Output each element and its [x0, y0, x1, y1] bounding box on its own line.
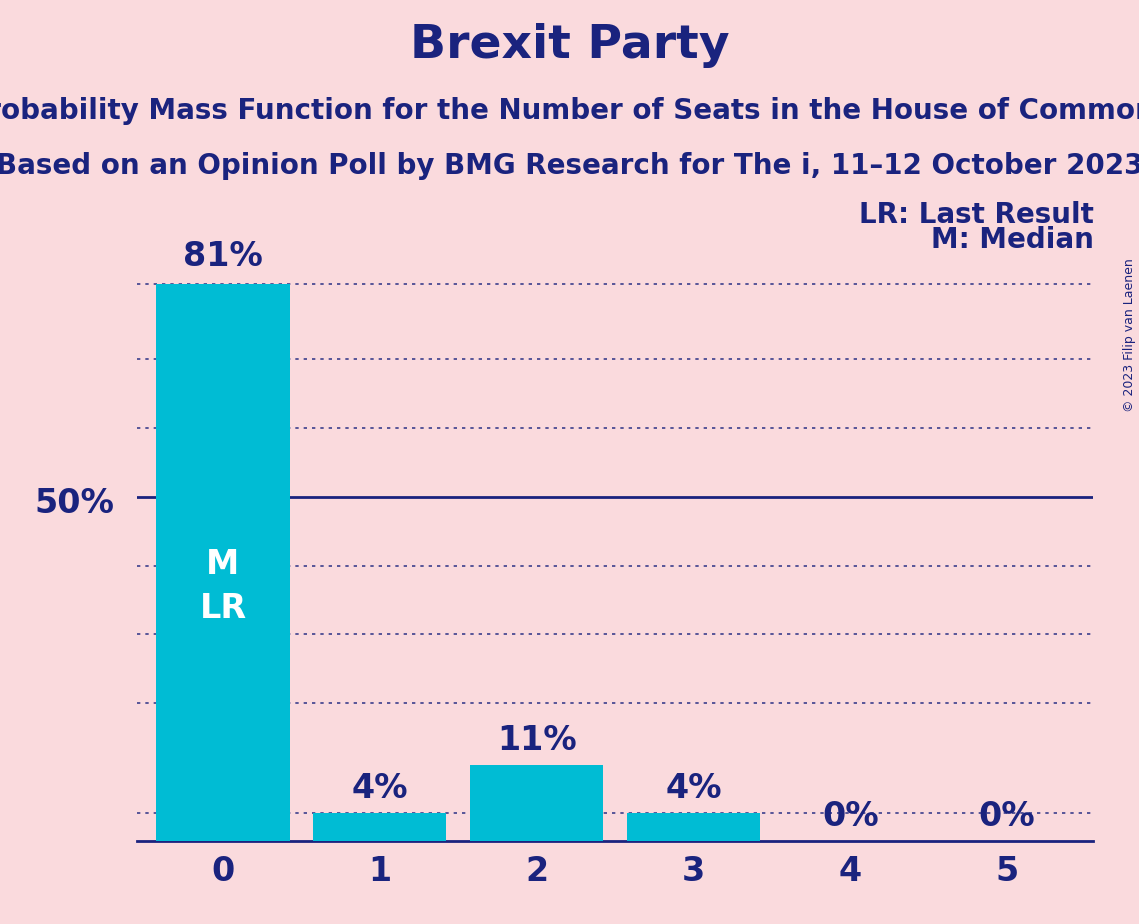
Text: M: Median: M: Median — [931, 226, 1093, 254]
Text: 0%: 0% — [978, 799, 1035, 833]
Text: M
LR: M LR — [199, 548, 246, 625]
Text: 4%: 4% — [665, 772, 722, 805]
Text: 50%: 50% — [34, 487, 114, 520]
Text: 81%: 81% — [183, 240, 263, 274]
Text: Brexit Party: Brexit Party — [410, 23, 729, 68]
Text: 4%: 4% — [352, 772, 408, 805]
Text: © 2023 Filip van Laenen: © 2023 Filip van Laenen — [1123, 259, 1137, 412]
Text: LR: Last Result: LR: Last Result — [859, 201, 1093, 228]
Bar — [313, 813, 446, 841]
Text: Probability Mass Function for the Number of Seats in the House of Commons: Probability Mass Function for the Number… — [0, 97, 1139, 125]
Text: 0%: 0% — [822, 799, 878, 833]
Bar — [156, 284, 289, 841]
Bar — [470, 765, 604, 841]
Text: Based on an Opinion Poll by BMG Research for The i, 11–12 October 2023: Based on an Opinion Poll by BMG Research… — [0, 152, 1139, 180]
Text: 11%: 11% — [497, 723, 576, 757]
Bar — [626, 813, 760, 841]
